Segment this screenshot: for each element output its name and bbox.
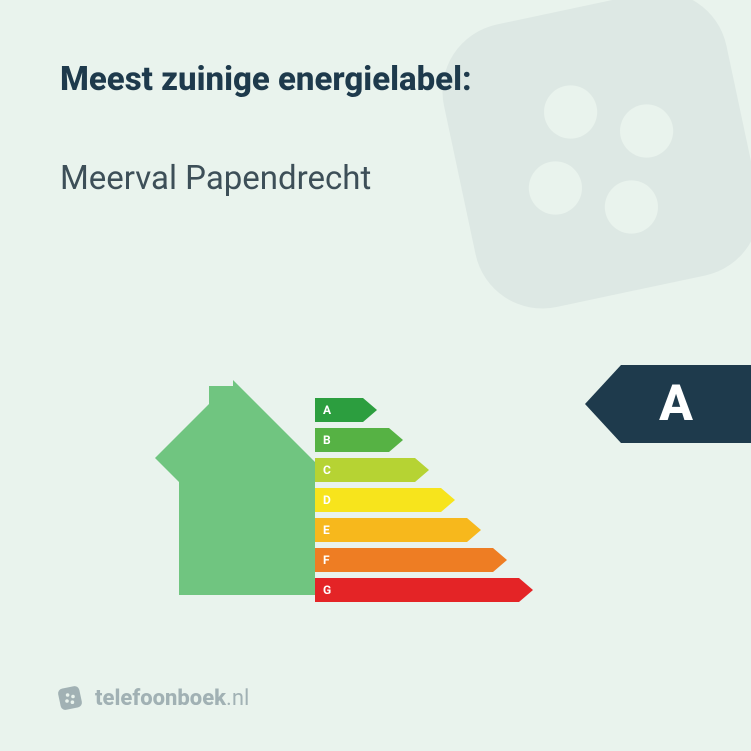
bar-arrow-icon <box>415 458 429 482</box>
bar-arrow-icon <box>363 398 377 422</box>
result-letter: A <box>621 365 751 443</box>
bar-label: C <box>315 458 415 482</box>
bar-label: G <box>315 578 519 602</box>
footer-brand: telefoonboek.nl <box>55 683 249 713</box>
energy-bar-d: D <box>315 488 455 512</box>
badge-arrow-icon <box>585 365 621 443</box>
bar-label: B <box>315 428 389 452</box>
bar-arrow-icon <box>519 578 533 602</box>
brand-name: telefoonboek <box>95 686 226 711</box>
location-subtitle: Meerval Papendrecht <box>60 159 691 198</box>
house-icon <box>155 380 315 595</box>
bar-arrow-icon <box>493 548 507 572</box>
bar-label: E <box>315 518 467 542</box>
bar-arrow-icon <box>467 518 481 542</box>
energy-bar-f: F <box>315 548 507 572</box>
energy-bar-c: C <box>315 458 429 482</box>
phonebook-icon <box>55 683 85 713</box>
energy-bar-g: G <box>315 578 533 602</box>
result-badge: A <box>585 365 751 443</box>
bar-arrow-icon <box>389 428 403 452</box>
energy-bar-e: E <box>315 518 481 542</box>
energy-bar-b: B <box>315 428 403 452</box>
bar-label: F <box>315 548 493 572</box>
energy-bar-a: A <box>315 398 377 422</box>
bar-arrow-icon <box>441 488 455 512</box>
brand-tld: .nl <box>226 686 249 711</box>
page-title: Meest zuinige energielabel: <box>60 60 691 99</box>
footer-text: telefoonboek.nl <box>95 686 249 711</box>
bar-label: A <box>315 398 363 422</box>
bar-label: D <box>315 488 441 512</box>
